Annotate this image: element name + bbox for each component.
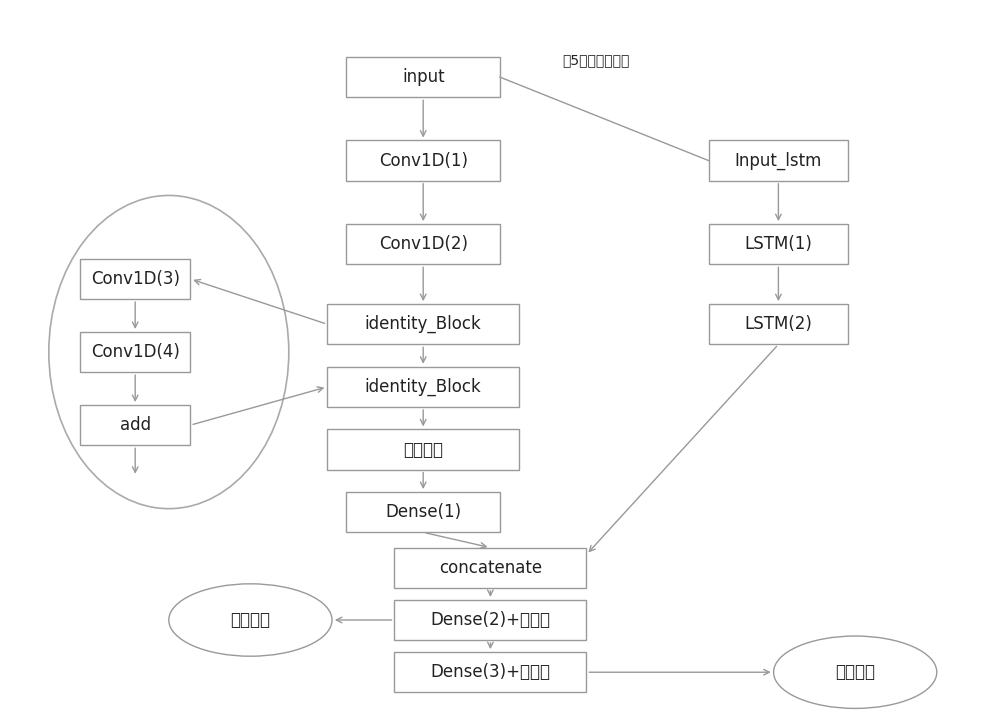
FancyBboxPatch shape: [709, 304, 848, 344]
Text: Conv1D(2): Conv1D(2): [379, 235, 468, 253]
FancyBboxPatch shape: [346, 141, 500, 181]
FancyBboxPatch shape: [80, 259, 190, 299]
FancyBboxPatch shape: [394, 547, 586, 588]
Text: Dense(1): Dense(1): [385, 503, 461, 521]
Text: Conv1D(4): Conv1D(4): [91, 343, 180, 361]
Text: LSTM(1): LSTM(1): [744, 235, 812, 253]
Text: Dense(2)+归一化: Dense(2)+归一化: [430, 611, 550, 629]
FancyBboxPatch shape: [346, 492, 500, 532]
Text: concatenate: concatenate: [439, 559, 542, 577]
Text: identity_Block: identity_Block: [365, 378, 482, 396]
Text: identity_Block: identity_Block: [365, 315, 482, 334]
FancyBboxPatch shape: [327, 304, 519, 344]
Ellipse shape: [774, 636, 937, 708]
FancyBboxPatch shape: [709, 224, 848, 265]
Text: Conv1D(3): Conv1D(3): [91, 270, 180, 288]
Text: 每5个点取一个点: 每5个点取一个点: [562, 53, 630, 67]
Ellipse shape: [49, 196, 289, 509]
Text: 分类输出: 分类输出: [835, 663, 875, 681]
Text: Conv1D(1): Conv1D(1): [379, 152, 468, 170]
Text: input: input: [402, 68, 445, 86]
FancyBboxPatch shape: [327, 429, 519, 470]
FancyBboxPatch shape: [709, 141, 848, 181]
Ellipse shape: [169, 584, 332, 656]
Text: 特征输出: 特征输出: [230, 611, 270, 629]
FancyBboxPatch shape: [346, 224, 500, 265]
FancyBboxPatch shape: [80, 332, 190, 372]
FancyBboxPatch shape: [327, 367, 519, 407]
Text: 平均池化: 平均池化: [403, 441, 443, 458]
Text: add: add: [120, 416, 151, 434]
FancyBboxPatch shape: [394, 652, 586, 692]
FancyBboxPatch shape: [346, 57, 500, 97]
Text: LSTM(2): LSTM(2): [744, 315, 812, 334]
Text: Input_lstm: Input_lstm: [735, 152, 822, 170]
FancyBboxPatch shape: [394, 600, 586, 640]
Text: Dense(3)+归一化: Dense(3)+归一化: [430, 663, 550, 681]
FancyBboxPatch shape: [80, 405, 190, 445]
